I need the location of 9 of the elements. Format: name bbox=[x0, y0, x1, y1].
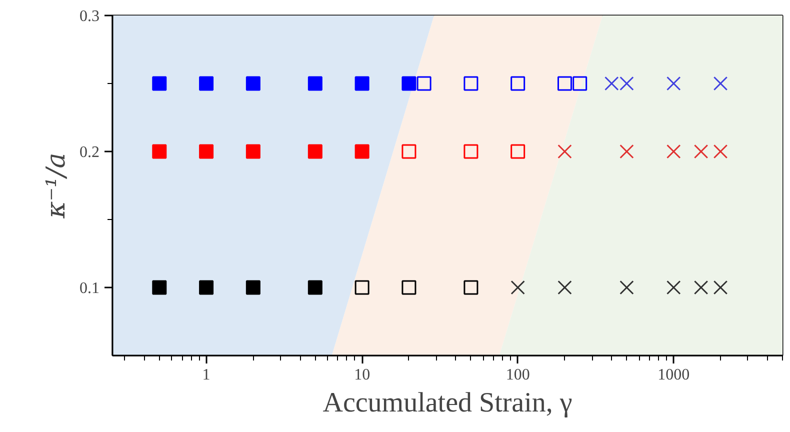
y-tick-label: 0.2 bbox=[80, 144, 100, 161]
x-tick-label: 1000 bbox=[658, 366, 690, 384]
x-tick-label: 10 bbox=[354, 366, 370, 384]
x-tick-label: 1 bbox=[202, 366, 210, 384]
x-axis-title: Accumulated Strain, γ bbox=[322, 388, 572, 418]
x-tick-label: 100 bbox=[506, 366, 530, 384]
y-tick-label: 0.3 bbox=[80, 8, 100, 25]
y-axis-title: κ⁻¹/a bbox=[42, 152, 72, 220]
y-tick-label: 0.1 bbox=[80, 280, 100, 297]
